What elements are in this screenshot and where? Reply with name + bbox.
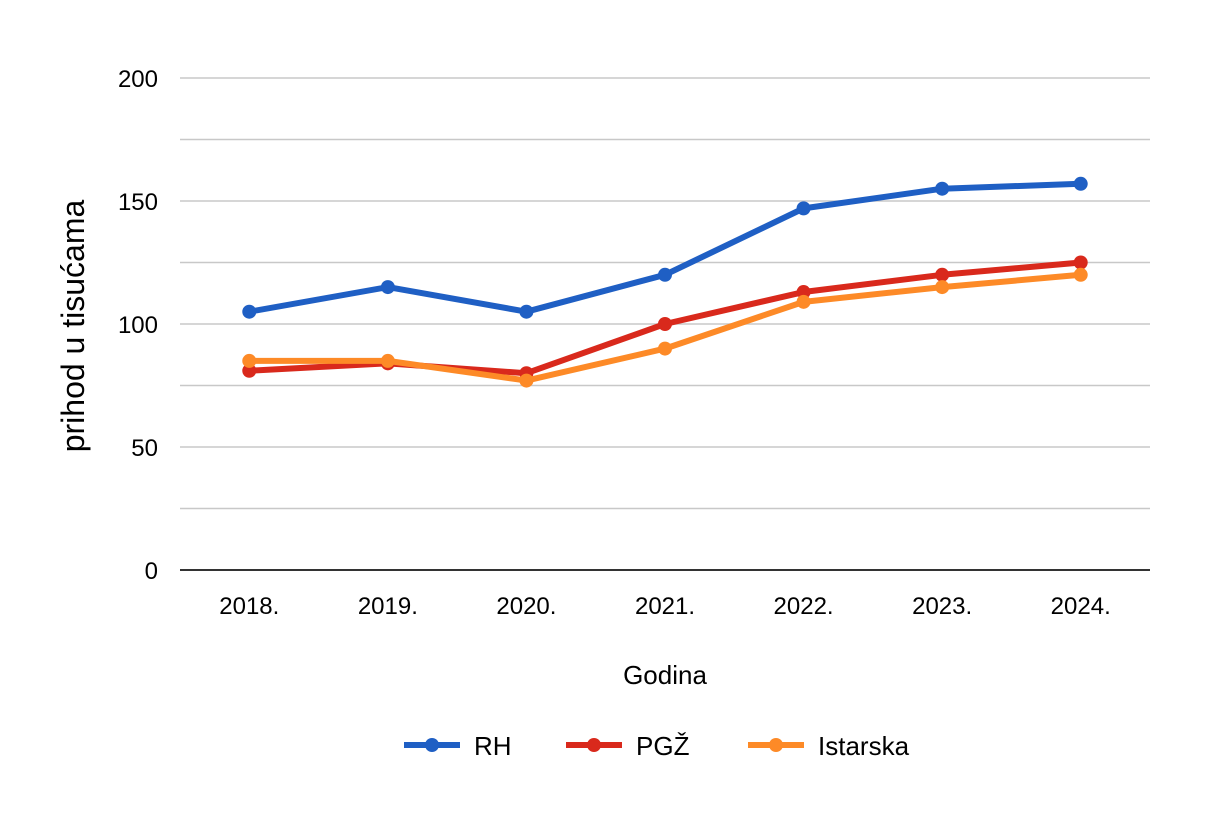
series-line [246,180,1084,315]
y-tick-label: 200 [118,66,158,93]
y-tick-label: 150 [118,189,158,216]
legend-label: PGŽ [636,731,690,761]
data-point[interactable] [1073,255,1088,270]
legend-item-pgž[interactable]: PGŽ [566,731,690,761]
x-tick-label: 2019. [358,593,418,620]
x-tick-label: 2024. [1051,593,1111,620]
y-tick-label: 0 [145,558,158,585]
x-tick-label: 2021. [635,593,695,620]
data-point[interactable] [658,341,672,356]
data-point[interactable] [380,353,395,368]
legend-item-istarska[interactable]: Istarska [748,731,910,761]
data-point[interactable] [1073,267,1088,282]
gridlines [180,77,1150,510]
data-point[interactable] [1073,176,1088,191]
legend-swatch-marker [425,738,439,752]
data-point[interactable] [380,280,395,295]
x-tick-label: 2018. [219,593,279,620]
x-axis-ticks: 2018. 2019. 2020. 2021. 2022. 2023. 2024. [219,593,1110,620]
data-point[interactable] [658,267,672,282]
series-rh [242,176,1088,319]
data-point[interactable] [242,353,257,368]
data-point[interactable] [796,285,811,300]
legend-label: RH [474,731,512,761]
y-tick-label: 100 [118,312,158,339]
data-point[interactable] [242,304,257,319]
data-point[interactable] [519,304,534,319]
x-tick-label: 2022. [774,593,834,620]
legend: RH PGŽ Istarska [404,731,910,761]
data-point[interactable] [796,201,811,216]
x-tick-label: 2020. [496,593,556,620]
x-axis-title: Godina [623,660,707,690]
data-point[interactable] [796,294,811,309]
y-axis-ticks: 0 50 100 150 200 [118,66,158,585]
y-tick-label: 50 [131,435,158,462]
series-group [242,176,1088,388]
legend-swatch-marker [587,738,601,752]
legend-swatch-marker [769,738,783,752]
series-istarska [242,267,1088,388]
data-point[interactable] [935,280,950,295]
legend-item-rh[interactable]: RH [404,731,512,761]
data-point[interactable] [935,181,950,196]
data-point[interactable] [935,267,950,282]
y-axis-title: prihod u tisućama [55,200,91,453]
legend-label: Istarska [818,731,910,761]
data-point[interactable] [519,373,534,388]
x-tick-label: 2023. [912,593,972,620]
data-point[interactable] [658,317,672,331]
data-point[interactable] [242,363,257,378]
